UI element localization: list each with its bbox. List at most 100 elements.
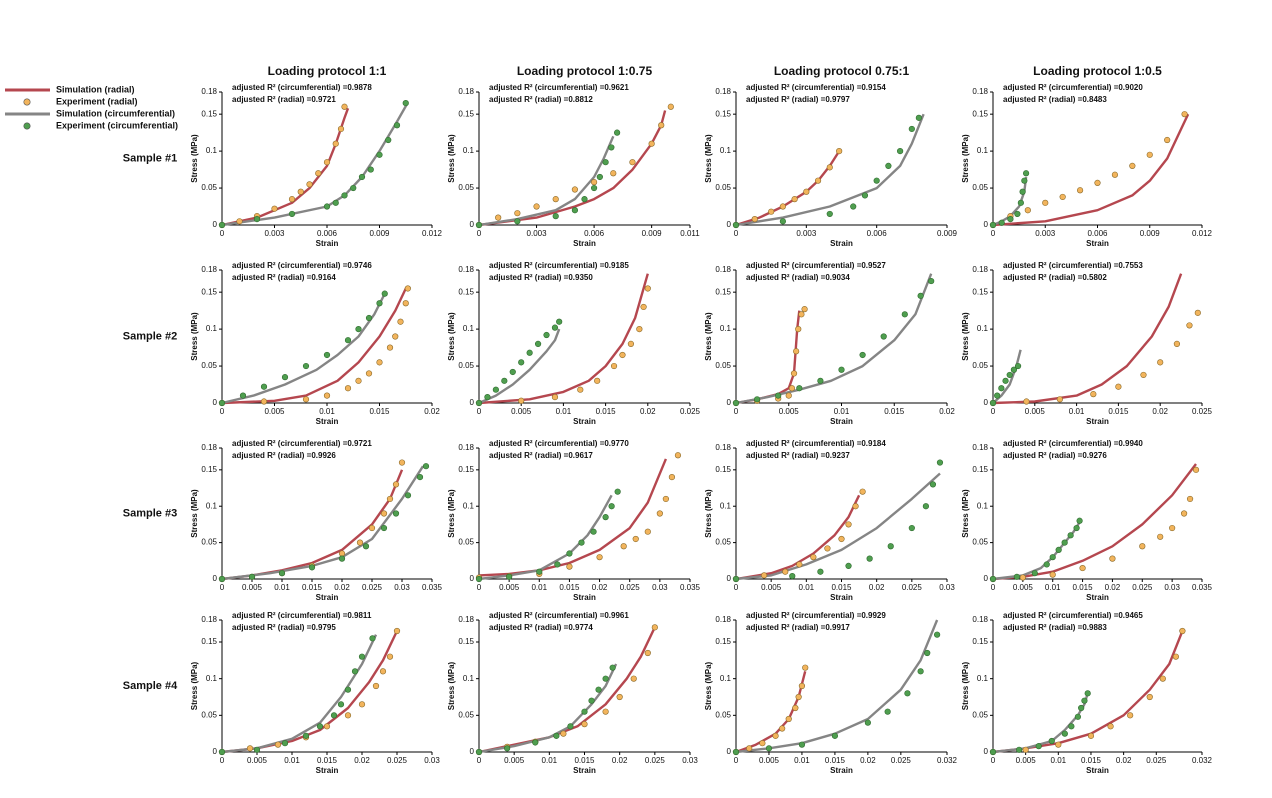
y-tick-label: 0.05 bbox=[458, 710, 474, 719]
experiment-point bbox=[674, 452, 682, 459]
x-tick-label: 0.006 bbox=[584, 229, 605, 238]
experiment-point bbox=[1172, 653, 1179, 660]
x-tick-label: 0.003 bbox=[796, 229, 817, 238]
column-title: Loading protocol 1:0.75 bbox=[517, 64, 653, 78]
y-axis-label: Stress (MPa) bbox=[704, 489, 713, 538]
experiment-point bbox=[281, 740, 289, 747]
experiment-point bbox=[344, 686, 352, 693]
experiment-point bbox=[630, 675, 637, 682]
experiment-point bbox=[861, 192, 869, 199]
x-tick-label: 0.009 bbox=[369, 229, 390, 238]
annotation: adjusted R² (circumferential) =0.9465 bbox=[1003, 611, 1143, 620]
experiment-point bbox=[614, 488, 621, 495]
experiment-point bbox=[341, 192, 348, 199]
annotation: adjusted R² (radial) =0.9164 bbox=[232, 273, 336, 282]
x-tick-label: 0.025 bbox=[891, 756, 912, 765]
experiment-point bbox=[358, 701, 366, 708]
experiment-point bbox=[492, 386, 499, 393]
x-tick-label: 0.006 bbox=[317, 229, 338, 238]
experiment-point bbox=[759, 740, 766, 747]
experiment-point bbox=[620, 543, 627, 550]
panel: 0 0.05 0.1 0.15 0.18 0 0.005 0.01 0.015 0.02 0.025… bbox=[447, 261, 700, 426]
experiment-point bbox=[362, 543, 370, 550]
annotation: adjusted R² (circumferential) =0.9721 bbox=[232, 439, 372, 448]
y-tick-label: 0.1 bbox=[463, 501, 475, 510]
experiment-point bbox=[590, 184, 598, 192]
x-tick-label: 0.015 bbox=[825, 756, 846, 765]
x-tick-label: 0.02 bbox=[869, 583, 885, 592]
annotation: adjusted R² (radial) =0.9237 bbox=[746, 451, 850, 460]
experiment-point bbox=[785, 715, 792, 723]
y-tick-label: 0.15 bbox=[201, 637, 217, 646]
experiment-point bbox=[514, 210, 521, 217]
x-tick-label: 0.015 bbox=[302, 583, 323, 592]
experiment-point bbox=[790, 370, 798, 377]
experiment-point bbox=[1056, 396, 1063, 403]
x-tick-label: 0.015 bbox=[574, 756, 595, 765]
experiment-point bbox=[1129, 162, 1136, 169]
panel: 0 0.05 0.1 0.15 0.18 0 0.003 0.006 0.009 0.012 Str… bbox=[190, 83, 442, 248]
experiment-point bbox=[1022, 170, 1030, 177]
experiment-point bbox=[302, 362, 310, 370]
x-axis-label: Strain bbox=[1086, 417, 1109, 426]
x-axis-label: Strain bbox=[830, 593, 853, 602]
y-tick-label: 0 bbox=[213, 398, 218, 407]
experiment-point bbox=[915, 114, 922, 121]
y-axis-label: Stress (MPa) bbox=[447, 661, 456, 710]
x-tick-label: 0 bbox=[220, 756, 225, 765]
experiment-point bbox=[864, 719, 871, 726]
simulation-line bbox=[992, 692, 1089, 754]
annotation: adjusted R² (radial) =0.8483 bbox=[1003, 95, 1107, 104]
experiment-point bbox=[836, 148, 843, 155]
column-title: Loading protocol 1:0.5 bbox=[1033, 64, 1162, 78]
panel: 0 0.05 0.1 0.15 0.18 0 0.005 0.01 0.015 0.02 Strai… bbox=[190, 261, 440, 426]
experiment-point bbox=[873, 177, 880, 184]
x-axis-label: Strain bbox=[316, 593, 339, 602]
x-tick-label: 0.005 bbox=[1016, 756, 1037, 765]
experiment-point bbox=[998, 385, 1005, 392]
simulation-line bbox=[221, 102, 409, 227]
y-tick-label: 0.05 bbox=[972, 183, 988, 192]
experiment-point bbox=[632, 535, 639, 543]
x-axis-label: Strain bbox=[1086, 593, 1109, 602]
x-tick-label: 0.02 bbox=[1116, 756, 1132, 765]
y-axis-label: Stress (MPa) bbox=[190, 134, 199, 183]
x-axis-label: Strain bbox=[830, 766, 853, 775]
x-tick-label: 0.015 bbox=[1108, 407, 1129, 416]
experiment-point bbox=[761, 572, 768, 579]
row-label: Sample #3 bbox=[123, 507, 177, 519]
experiment-point bbox=[1019, 188, 1026, 195]
experiment-point bbox=[768, 208, 775, 215]
experiment-point bbox=[1078, 704, 1085, 712]
x-tick-label: 0.035 bbox=[680, 583, 701, 592]
simulation-line bbox=[478, 328, 561, 405]
experiment-point bbox=[629, 159, 636, 166]
experiment-point bbox=[402, 300, 409, 307]
x-tick-label: 0 bbox=[734, 583, 739, 592]
panel: 0 0.05 0.1 0.15 0.18 0 0.005 0.01 0.015 0.02 0.025… bbox=[961, 439, 1212, 602]
panel: 0 0.05 0.1 0.15 0.18 0 0.005 0.01 0.015 0.02 0.025… bbox=[961, 261, 1212, 426]
x-tick-label: 0.01 bbox=[834, 407, 850, 416]
experiment-point bbox=[884, 708, 891, 715]
x-tick-label: 0.02 bbox=[612, 756, 628, 765]
y-tick-label: 0.18 bbox=[201, 265, 217, 274]
experiment-point bbox=[989, 399, 997, 407]
annotation: adjusted R² (radial) =0.9883 bbox=[1003, 623, 1107, 632]
y-tick-label: 0.15 bbox=[972, 287, 988, 296]
experiment-point bbox=[404, 492, 412, 499]
experiment-point bbox=[1159, 675, 1166, 682]
legend-marker bbox=[23, 122, 31, 130]
experiment-point bbox=[796, 561, 803, 568]
experiment-point bbox=[337, 701, 345, 708]
experiment-point bbox=[826, 164, 833, 171]
x-tick-label: 0.025 bbox=[902, 583, 923, 592]
experiment-point bbox=[917, 668, 924, 675]
simulation-line bbox=[992, 463, 1197, 581]
simulation-line bbox=[735, 671, 807, 754]
y-tick-label: 0.15 bbox=[972, 465, 988, 474]
experiment-point bbox=[332, 199, 339, 206]
experiment-point bbox=[751, 215, 758, 223]
annotation: adjusted R² (radial) =0.9276 bbox=[1003, 451, 1107, 460]
experiment-point bbox=[619, 351, 626, 359]
x-tick-label: 0 bbox=[991, 756, 996, 765]
